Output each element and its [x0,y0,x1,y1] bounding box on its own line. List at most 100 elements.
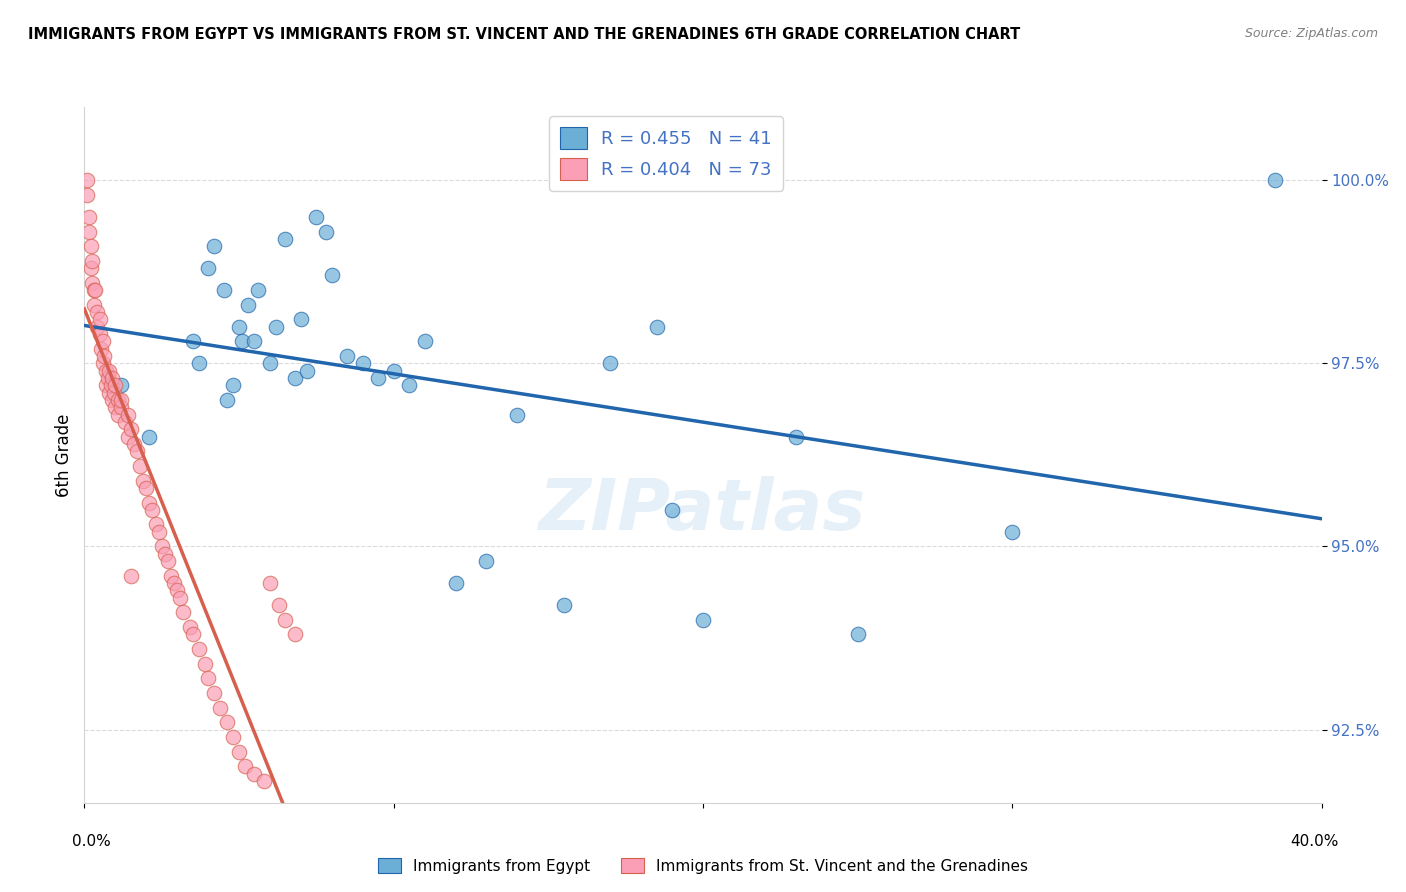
Point [228,319,250,334]
Point [77,210,100,224]
Point [284,627,307,641]
Legend: R = 0.455   N = 41, R = 0.404   N = 73: R = 0.455 N = 41, R = 0.404 N = 73 [548,116,783,191]
Point [110,378,132,392]
Point [96,371,118,385]
Point [253,773,276,788]
Point [77,225,100,239]
Text: 40.0%: 40.0% [1291,834,1339,849]
Point [166,583,188,598]
Point [284,371,307,385]
Point [215,392,238,407]
Point [104,401,127,415]
Y-axis label: 6th Grade: 6th Grade [55,413,73,497]
Point [246,283,269,297]
Point [228,745,250,759]
Point [135,481,157,495]
Point [187,642,209,657]
Point [94,364,117,378]
Point [104,378,127,392]
Point [120,568,142,582]
Point [84,283,107,297]
Point [274,232,297,246]
Point [1001,524,1024,539]
Point [76,173,98,187]
Point [138,429,160,443]
Point [163,576,186,591]
Point [215,715,238,730]
Point [259,576,281,591]
Point [145,517,167,532]
Point [93,349,115,363]
Point [352,356,374,370]
Point [785,429,807,443]
Point [86,319,108,334]
Point [114,415,136,429]
Point [107,408,129,422]
Point [264,319,287,334]
Point [110,392,132,407]
Point [76,188,98,202]
Point [148,524,170,539]
Point [153,547,176,561]
Point [202,686,225,700]
Point [222,378,245,392]
Text: ZIPatlas: ZIPatlas [540,476,866,545]
Point [98,364,121,378]
Point [475,554,498,568]
Point [661,503,683,517]
Point [553,598,575,612]
Point [305,210,328,224]
Point [117,429,139,443]
Point [212,283,235,297]
Point [222,730,245,744]
Point [202,239,225,253]
Point [150,540,173,554]
Text: Source: ZipAtlas.com: Source: ZipAtlas.com [1244,27,1378,40]
Point [231,334,253,349]
Point [83,283,105,297]
Legend: Immigrants from Egypt, Immigrants from St. Vincent and the Grenadines: Immigrants from Egypt, Immigrants from S… [373,852,1033,880]
Point [117,408,139,422]
Point [125,444,148,458]
Point [692,613,714,627]
Point [269,598,291,612]
Point [129,458,152,473]
Point [197,261,219,276]
Point [238,298,260,312]
Point [599,356,621,370]
Point [91,356,114,370]
Point [89,312,111,326]
Point [197,671,219,685]
Point [138,495,160,509]
Point [110,401,132,415]
Text: IMMIGRANTS FROM EGYPT VS IMMIGRANTS FROM ST. VINCENT AND THE GRENADINES 6TH GRAD: IMMIGRANTS FROM EGYPT VS IMMIGRANTS FROM… [28,27,1021,42]
Point [181,334,204,349]
Point [233,759,256,773]
Point [295,364,318,378]
Point [169,591,191,605]
Point [382,364,405,378]
Point [181,627,204,641]
Point [645,319,668,334]
Point [367,371,389,385]
Point [107,392,129,407]
Point [274,613,297,627]
Point [187,356,209,370]
Point [101,392,124,407]
Point [79,261,101,276]
Point [103,385,125,400]
Point [336,349,359,363]
Point [160,568,183,582]
Point [82,276,104,290]
Point [846,627,869,641]
Point [506,408,529,422]
Point [172,606,194,620]
Point [194,657,217,671]
Point [141,503,163,517]
Point [94,378,117,392]
Point [79,239,101,253]
Point [290,312,312,326]
Point [315,225,337,239]
Point [132,474,155,488]
Point [86,305,108,319]
